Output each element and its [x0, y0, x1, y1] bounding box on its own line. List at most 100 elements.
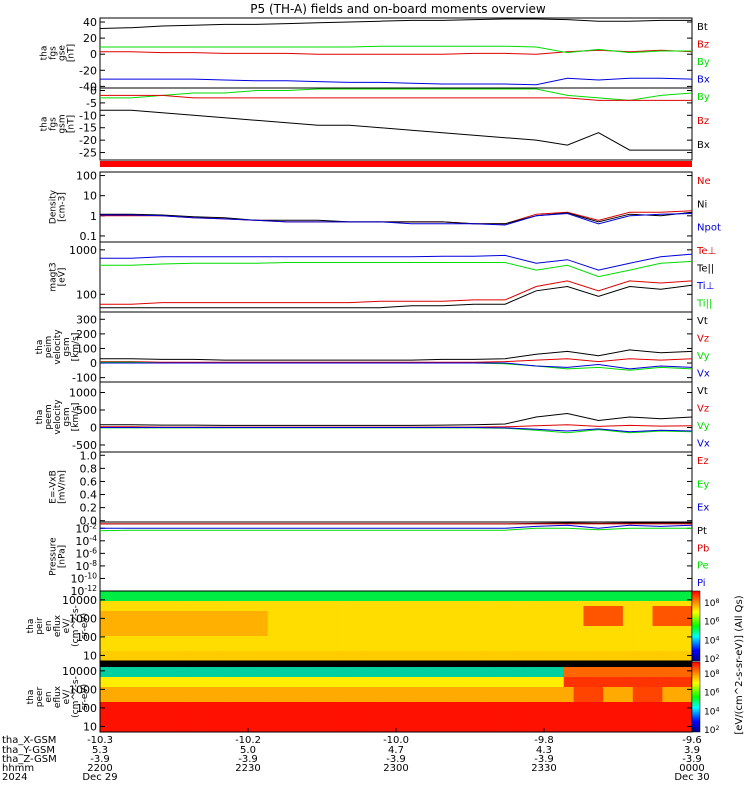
heat-cell	[573, 702, 584, 708]
heat-cell	[336, 722, 348, 728]
heat-cell	[652, 621, 663, 627]
heat-cell	[100, 591, 111, 597]
heat-cell	[563, 707, 575, 713]
heat-cell	[583, 667, 594, 673]
heat-cell	[484, 601, 496, 607]
heat-cell	[198, 697, 210, 703]
heat-cell	[208, 646, 219, 652]
ylabel-peer_spectrogram-5: (cm^2-s-	[71, 676, 81, 718]
heat-cell	[257, 616, 269, 622]
heat-cell	[662, 606, 673, 612]
heat-cell	[178, 651, 190, 657]
heat-cell	[603, 687, 614, 693]
heat-cell	[405, 601, 417, 607]
heat-cell	[257, 641, 269, 647]
heat-cell	[169, 682, 180, 688]
heat-cell	[544, 677, 555, 683]
heat-cell	[366, 727, 377, 733]
heat-cell	[455, 596, 466, 602]
heat-cell	[188, 621, 200, 627]
heat-cell	[129, 707, 140, 713]
heat-cell	[613, 596, 624, 602]
heat-cell	[613, 641, 624, 647]
heat-cell	[652, 656, 663, 662]
heat-cell	[376, 601, 387, 607]
heat-cell	[613, 677, 624, 683]
series-fgs_gsm-Bx	[100, 109, 692, 151]
heat-cell	[652, 722, 663, 728]
heat-cell	[257, 697, 269, 703]
heat-cell	[524, 712, 535, 718]
heat-cell	[632, 697, 644, 703]
series-fgs_gse-Bx	[100, 77, 693, 86]
heat-cell	[376, 656, 387, 662]
heat-cell	[228, 596, 239, 602]
heat-cell	[188, 712, 200, 718]
heat-cell	[218, 646, 229, 652]
heat-cell	[346, 667, 358, 673]
heat-cell	[218, 626, 229, 632]
heat-cell	[652, 702, 663, 708]
heat-cell	[198, 712, 210, 718]
heat-cell	[307, 616, 318, 622]
heat-cell	[672, 606, 683, 612]
heat-cell	[603, 697, 614, 703]
heat-cell	[622, 662, 634, 668]
heat-cell	[169, 677, 180, 683]
heat-cell	[277, 707, 288, 713]
heat-cell	[474, 677, 486, 683]
heat-cell	[563, 702, 575, 708]
heat-cell	[484, 616, 496, 622]
ytick-label: -100	[72, 372, 97, 385]
heat-cell	[139, 651, 150, 657]
heat-cell	[376, 687, 387, 693]
heat-cell	[504, 677, 515, 683]
heat-cell	[218, 727, 229, 733]
heat-cell	[672, 692, 683, 698]
heat-cell	[583, 697, 594, 703]
heat-cell	[317, 631, 328, 637]
heat-cell	[109, 702, 121, 708]
heat-cell	[178, 692, 190, 698]
heat-cell	[109, 656, 121, 662]
heat-cell	[109, 687, 121, 693]
ylabel-peir_spectrogram-0: tha	[26, 619, 36, 634]
heat-cell	[139, 712, 150, 718]
heat-cell	[682, 672, 693, 678]
heat-cell	[405, 631, 417, 637]
heat-cell	[386, 606, 397, 612]
heat-cell	[396, 692, 407, 698]
heat-cell	[455, 626, 466, 632]
heat-cell	[376, 677, 387, 683]
heat-cell	[188, 672, 200, 678]
heat-cell	[642, 727, 654, 733]
heat-cell	[100, 641, 111, 647]
heat-cell	[652, 677, 663, 683]
heat-cell	[169, 692, 180, 698]
heat-cell	[326, 606, 338, 612]
ylabel-efield-1: [mV/m]	[58, 470, 68, 504]
heat-cell	[445, 646, 456, 652]
heat-cell	[248, 722, 259, 728]
heat-cell	[366, 667, 377, 673]
heat-cell	[178, 717, 190, 723]
heat-cell	[425, 596, 436, 602]
heat-cell	[544, 631, 555, 637]
heat-cell	[257, 722, 269, 728]
xaxis-value: -9.8	[534, 735, 554, 746]
heat-cell	[159, 626, 170, 632]
heat-cell	[603, 631, 614, 637]
heat-cell	[534, 697, 545, 703]
heat-cell	[662, 677, 673, 683]
heat-cell	[682, 712, 693, 718]
ytick-label: 100	[76, 702, 97, 715]
panel-pressure: Pressure [nPa]10-210-410-610-810-1010-12P…	[49, 521, 710, 598]
heat-cell	[534, 596, 545, 602]
ytick-label: 0	[90, 48, 97, 61]
heat-cell	[356, 601, 367, 607]
heat-cell	[682, 697, 693, 703]
heat-cell	[553, 621, 565, 627]
ytick-label: 0.2	[80, 502, 98, 515]
legend-peem_velocity-1: Vz	[697, 404, 709, 415]
ytick-label: 40	[83, 16, 97, 29]
